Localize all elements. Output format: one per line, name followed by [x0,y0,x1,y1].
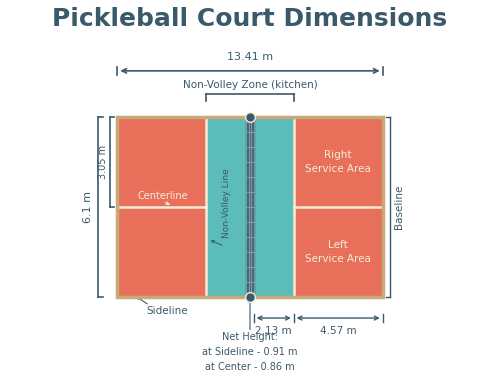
Text: 3.05 m: 3.05 m [98,145,108,179]
Text: Sideline: Sideline [146,306,188,315]
Bar [118,207,206,296]
Bar [118,117,206,207]
Text: 2.13 m: 2.13 m [256,326,292,336]
Text: Non-Volley Line: Non-Volley Line [222,168,231,238]
Text: 4.57 m: 4.57 m [320,326,356,336]
Bar [118,117,382,296]
Text: Left
Service Area: Left Service Area [305,240,371,264]
Bar [254,117,294,296]
Text: Pickleball Court Dimensions: Pickleball Court Dimensions [52,7,448,31]
Text: Non-Volley Zone (kitchen): Non-Volley Zone (kitchen) [182,80,318,90]
Text: 6.1 m: 6.1 m [82,191,92,223]
Bar [118,117,382,296]
Bar [294,117,382,207]
Text: 13.41 m: 13.41 m [227,52,273,62]
Text: Centerline: Centerline [138,191,188,201]
Text: Right
Service Area: Right Service Area [305,150,371,174]
Bar [206,117,246,296]
Bar [294,207,382,296]
Text: Baseline: Baseline [394,185,404,229]
Bar [246,117,254,296]
Text: Net Height:
at Sideline - 0.91 m
at Center - 0.86 m: Net Height: at Sideline - 0.91 m at Cent… [202,332,298,372]
